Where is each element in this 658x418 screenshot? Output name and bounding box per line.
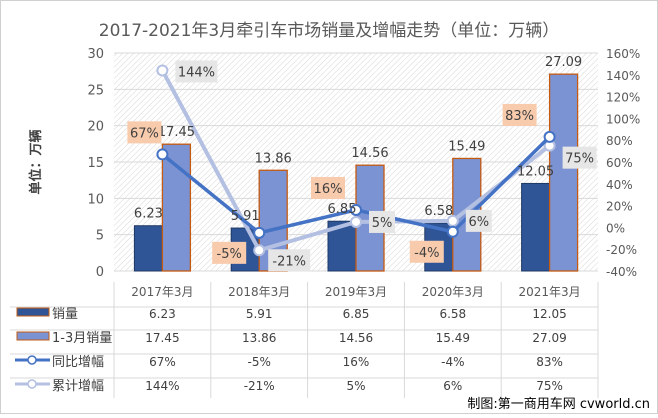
line-cumulative-label-bg xyxy=(369,210,395,233)
legend-label: 销量 xyxy=(52,307,78,322)
table-cell: 6.58 xyxy=(439,307,466,321)
x-tick-label: 2018年3月 xyxy=(228,285,290,299)
line-cumulative-label: 5% xyxy=(372,216,393,231)
y-axis-label: 单位：万辆 xyxy=(28,129,44,194)
y2-tick-label: 60% xyxy=(606,156,633,170)
x-tick-label: 2017年3月 xyxy=(131,285,193,299)
bar-label-ytd-sales: 14.56 xyxy=(351,146,388,161)
line-cumulative-label-bg xyxy=(465,209,492,232)
y2-tick-label: 120% xyxy=(606,91,640,105)
table-cell: 13.86 xyxy=(242,331,276,345)
line-cumulative-label: 75% xyxy=(565,152,594,167)
line-yoy-label: 83% xyxy=(505,109,534,124)
line-yoy-point xyxy=(253,226,266,239)
table-cell: 6.85 xyxy=(343,307,370,321)
line-cumulative-label: 6% xyxy=(468,215,489,230)
bar-label-ytd-sales: 15.49 xyxy=(448,139,485,154)
bar-label-ytd-sales: 13.86 xyxy=(255,151,292,166)
y2-tick-label: 20% xyxy=(606,200,633,214)
line-yoy-point xyxy=(156,148,169,161)
y-tick-label: 10 xyxy=(87,192,104,207)
table-cell: 27.09 xyxy=(532,331,566,345)
line-yoy-point xyxy=(350,203,362,216)
line-yoy-label: -5% xyxy=(217,247,242,262)
table-cell: 15.49 xyxy=(436,331,470,345)
line-yoy-point xyxy=(446,225,459,238)
x-tick-label: 2020年3月 xyxy=(422,285,484,299)
chart-title: 2017-2021年3月牵引车市场销量及增幅走势（单位：万辆） xyxy=(99,21,559,41)
table-cell: 5.91 xyxy=(246,307,273,321)
table-cell: -21% xyxy=(244,379,275,393)
table-cell: 6.23 xyxy=(149,307,176,321)
x-tick-label: 2019年3月 xyxy=(325,285,387,299)
y2-tick-label: 100% xyxy=(606,112,640,126)
line-yoy-label: 67% xyxy=(130,126,159,141)
y2-tick-label: 140% xyxy=(606,69,640,83)
line-yoy-label-bg xyxy=(212,241,247,264)
legend-key xyxy=(16,331,50,341)
y2-tick-label: 80% xyxy=(606,134,633,148)
y2-tick-label: 0% xyxy=(606,221,625,235)
y2-tick-label: 40% xyxy=(606,178,633,192)
bar-sales xyxy=(133,225,163,272)
y-tick-label: 30 xyxy=(87,47,104,62)
table-cell: 12.05 xyxy=(532,307,566,321)
table-cell: 16% xyxy=(343,355,370,369)
bar-label-sales: 6.23 xyxy=(134,207,163,222)
legend-label: 同比增幅 xyxy=(52,355,104,370)
bar-label-sales: 6.85 xyxy=(328,202,357,217)
x-tick-label: 2021年3月 xyxy=(519,285,581,299)
legend-label: 1-3月销量 xyxy=(52,331,112,346)
line-cumulative-point xyxy=(156,64,169,77)
y2-tick-label: 160% xyxy=(606,47,640,61)
line-cumulative-point xyxy=(253,244,266,257)
y2-tick-label: -20% xyxy=(606,243,637,257)
table-cell: 6% xyxy=(443,379,462,393)
bar-label-sales: 6.58 xyxy=(424,204,453,219)
table-cell: 14.56 xyxy=(339,331,373,345)
line-cumulative-label-bg xyxy=(175,60,218,83)
line-cumulative-point xyxy=(350,215,362,228)
table-cell: -5% xyxy=(248,355,271,369)
y2-tick-label: -40% xyxy=(606,265,637,279)
credit: 制图:第一商用车网 cvworld.cn xyxy=(467,396,650,412)
line-yoy-label-bg xyxy=(409,240,444,263)
bar-label-sales: 12.05 xyxy=(517,164,554,179)
line-cumulative-label: -21% xyxy=(272,254,306,269)
table-cell: 67% xyxy=(149,355,176,369)
bar-ytd-sales xyxy=(161,143,192,272)
legend-key-marker xyxy=(27,379,37,389)
y-tick-label: 5 xyxy=(96,229,104,244)
table-cell: 144% xyxy=(145,379,179,393)
line-cumulative-label: 144% xyxy=(178,65,215,80)
bar-label-ytd-sales: 27.09 xyxy=(545,55,582,70)
y-tick-label: 20 xyxy=(87,120,104,135)
legend-key xyxy=(16,307,50,317)
line-yoy-label-bg xyxy=(127,121,162,144)
table-cell: 5% xyxy=(346,379,365,393)
table-cell: 83% xyxy=(536,355,563,369)
bar-label-ytd-sales: 17.45 xyxy=(158,125,195,140)
table-cell: 75% xyxy=(536,379,563,393)
line-yoy-point xyxy=(543,130,556,143)
line-cumulative-label-bg xyxy=(268,249,311,272)
y-tick-label: 0 xyxy=(96,265,104,280)
line-yoy-label: 16% xyxy=(314,182,343,197)
table-cell: 17.45 xyxy=(145,331,179,345)
legend-key-marker xyxy=(27,355,37,365)
table-cell: -4% xyxy=(441,355,464,369)
bar-ytd-sales xyxy=(548,73,579,272)
bar-label-sales: 5.91 xyxy=(231,209,260,224)
line-yoy-label-bg xyxy=(502,103,537,126)
bar-sales xyxy=(521,182,551,272)
line-yoy-label-bg xyxy=(311,176,345,199)
line-cumulative-label-bg xyxy=(562,146,597,169)
y-tick-label: 25 xyxy=(87,83,104,98)
legend-label: 累计增幅 xyxy=(52,379,104,394)
y-tick-label: 15 xyxy=(87,156,104,171)
line-yoy-label: -4% xyxy=(414,246,439,261)
